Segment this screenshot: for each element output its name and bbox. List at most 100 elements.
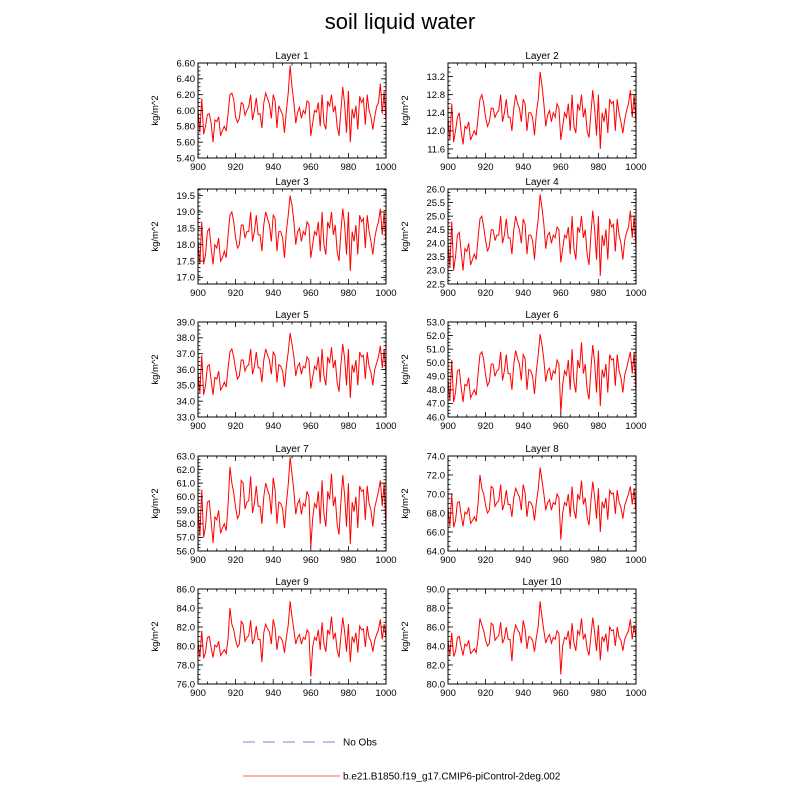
series-line	[197, 457, 387, 547]
y-tick-label: 82.0	[177, 622, 196, 633]
x-tick-label: 920	[478, 288, 494, 299]
y-tick-label: 84.0	[427, 641, 446, 652]
y-axis-label: kg/m^2	[150, 221, 161, 251]
y-tick-label: 82.0	[427, 660, 446, 671]
panel-layer-3: Layer 3 900 920 940 960 980 1000 17.0 17.5 18.0 18…	[150, 177, 397, 299]
y-tick-label: 80.0	[427, 679, 446, 690]
x-tick-label: 920	[478, 421, 494, 432]
x-tick-label: 920	[478, 162, 494, 173]
x-tick-label: 1000	[625, 688, 646, 699]
panel-title: Layer 6	[525, 310, 559, 321]
y-tick-label: 84.0	[177, 603, 196, 614]
x-tick-label: 960	[303, 688, 319, 699]
y-tick-label: 76.0	[177, 679, 196, 690]
y-tick-label: 19.0	[177, 207, 196, 218]
y-tick-label: 5.80	[177, 122, 196, 133]
y-tick-label: 70.0	[427, 489, 446, 500]
x-tick-label: 920	[478, 555, 494, 566]
x-tick-label: 1000	[375, 421, 396, 432]
y-tick-label: 6.20	[177, 90, 196, 101]
y-tick-label: 88.0	[427, 603, 446, 614]
y-tick-label: 23.0	[427, 266, 446, 277]
panel-title: Layer 9	[275, 577, 309, 588]
x-tick-label: 960	[303, 288, 319, 299]
x-tick-label: 900	[440, 555, 456, 566]
legend: No Obs b.e21.B1850.f19_g17.CMIP6-piContr…	[243, 738, 561, 783]
y-tick-label: 12.4	[427, 108, 446, 119]
y-tick-label: 23.5	[427, 252, 446, 263]
panel-title: Layer 8	[525, 444, 559, 455]
panel-title: Layer 10	[523, 577, 562, 588]
y-tick-label: 57.0	[177, 533, 196, 544]
panel-layer-5: Layer 5 900 920 940 960 980 1000 33.0 34.0 35.0 36…	[150, 310, 397, 432]
y-tick-label: 39.0	[177, 317, 196, 328]
plot-frame	[447, 62, 637, 159]
x-tick-label: 900	[190, 162, 206, 173]
y-tick-label: 5.60	[177, 137, 196, 148]
y-tick-label: 11.6	[427, 144, 445, 155]
series-line	[197, 195, 387, 271]
x-tick-label: 940	[515, 162, 531, 173]
x-tick-label: 960	[553, 288, 569, 299]
y-tick-label: 74.0	[427, 451, 446, 462]
x-tick-label: 1000	[375, 555, 396, 566]
x-tick-label: 960	[553, 688, 569, 699]
y-tick-label: 49.0	[427, 372, 446, 383]
x-tick-label: 900	[440, 288, 456, 299]
plot-frame	[447, 588, 637, 685]
x-tick-label: 1000	[375, 688, 396, 699]
x-tick-label: 940	[515, 288, 531, 299]
x-tick-label: 980	[340, 288, 356, 299]
x-tick-label: 940	[265, 555, 281, 566]
x-tick-label: 920	[228, 555, 244, 566]
panel-layer-10: Layer 10 900 920 940 960 980 1000 80.0 82.0 84.0 8…	[400, 577, 647, 699]
x-tick-label: 900	[440, 421, 456, 432]
panel-layer-8: Layer 8 900 920 940 960 980 1000 64.0 66.0 68.0 70…	[400, 444, 647, 566]
series-line	[447, 334, 637, 413]
y-tick-label: 56.0	[177, 546, 196, 557]
y-tick-label: 5.40	[177, 153, 196, 164]
y-tick-label: 17.5	[177, 256, 196, 267]
x-tick-label: 980	[590, 688, 606, 699]
y-tick-label: 58.0	[177, 519, 196, 530]
y-tick-label: 66.0	[427, 527, 446, 538]
y-tick-label: 46.0	[427, 412, 446, 423]
x-tick-label: 940	[265, 162, 281, 173]
series-line	[447, 601, 637, 675]
y-tick-label: 17.0	[177, 273, 196, 284]
x-tick-label: 940	[515, 555, 531, 566]
series-line	[197, 65, 387, 143]
x-tick-label: 900	[190, 421, 206, 432]
x-tick-label: 920	[228, 162, 244, 173]
panel-layer-2: Layer 2 900 920 940 960 980 1000 11.6 12.0 12.4 12…	[400, 51, 647, 173]
y-tick-label: 50.0	[427, 358, 446, 369]
plot-frame	[447, 188, 637, 285]
y-axis-label: kg/m^2	[400, 354, 411, 384]
y-tick-label: 72.0	[427, 470, 446, 481]
panel-layer-1: Layer 1 900 920 940 960 980 1000 5.40 5.60 5.80 6.…	[150, 51, 397, 173]
y-tick-label: 24.5	[427, 225, 446, 236]
panel-title: Layer 5	[275, 310, 309, 321]
y-axis-label: kg/m^2	[150, 488, 161, 518]
y-tick-label: 37.0	[177, 349, 196, 360]
y-axis-label: kg/m^2	[400, 95, 411, 125]
series-line	[197, 601, 387, 677]
x-tick-label: 960	[553, 555, 569, 566]
y-tick-label: 47.0	[427, 399, 446, 410]
x-tick-label: 1000	[625, 555, 646, 566]
x-tick-label: 960	[553, 162, 569, 173]
y-tick-label: 6.00	[177, 106, 196, 117]
y-axis-label: kg/m^2	[150, 354, 161, 384]
x-tick-label: 980	[590, 555, 606, 566]
plot-frame	[447, 321, 637, 418]
x-tick-label: 900	[190, 688, 206, 699]
panel-layer-6: Layer 6 900 920 940 960 980 1000 46.0 47.0 48.0 49…	[400, 310, 647, 432]
x-tick-label: 1000	[625, 421, 646, 432]
y-axis-label: kg/m^2	[400, 221, 411, 251]
y-axis-label: kg/m^2	[150, 95, 161, 125]
plot-frame	[197, 321, 387, 418]
x-tick-label: 980	[340, 555, 356, 566]
y-axis-label: kg/m^2	[150, 621, 161, 651]
x-tick-label: 900	[440, 162, 456, 173]
y-tick-label: 48.0	[427, 385, 446, 396]
